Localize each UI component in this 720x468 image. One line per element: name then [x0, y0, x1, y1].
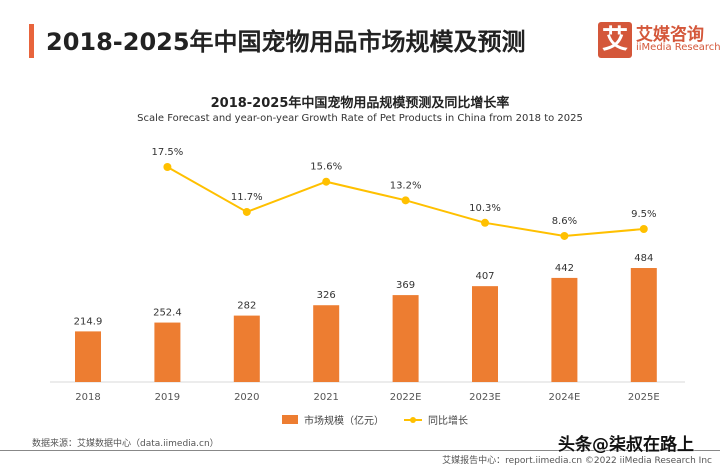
- bar-2025E: [630, 268, 657, 382]
- growth-label-2022E: 13.2%: [390, 180, 422, 191]
- growth-label-2020: 11.7%: [231, 192, 263, 203]
- logo-cn: 艾媒咨询: [636, 25, 704, 45]
- x-tick-2020: 2020: [234, 392, 259, 403]
- legend-bar-label: 市场规模（亿元）: [304, 416, 384, 427]
- title-accent-bar: [29, 24, 34, 58]
- growth-label-2019: 17.5%: [152, 147, 184, 158]
- growth-point-2023E: [481, 218, 489, 227]
- bar-2023E: [472, 286, 498, 382]
- logo-en: iiMedia Research: [636, 42, 720, 53]
- growth-point-2025E: [639, 225, 648, 233]
- bar-2020: [233, 315, 260, 382]
- growth-label-2024E: 8.6%: [552, 216, 577, 227]
- growth-point-2019: [163, 163, 172, 171]
- data-source: 数据来源：艾媒数据中心（data.iimedia.cn）: [32, 439, 219, 449]
- bar-label-2019: 252.4: [153, 308, 182, 319]
- x-tick-2022E: 2022E: [390, 392, 422, 403]
- legend-line-label: 同比增长: [428, 416, 468, 427]
- bar-label-2020: 282: [237, 301, 256, 312]
- page-title: 2018-2025年中国宠物用品市场规模及预测: [46, 28, 526, 56]
- bar-2024E: [551, 277, 578, 382]
- growth-label-2025E: 9.5%: [631, 209, 656, 220]
- footer-divider: [0, 450, 720, 451]
- bar-2022E: [392, 295, 419, 382]
- x-tick-2025E: 2025E: [628, 392, 660, 403]
- x-tick-2021: 2021: [313, 392, 338, 403]
- growth-label-2023E: 10.3%: [469, 203, 501, 214]
- growth-point-2024E: [560, 231, 569, 240]
- bar-2019: [154, 322, 181, 382]
- x-tick-2024E: 2024E: [549, 392, 581, 403]
- bar-label-2024E: 442: [555, 263, 574, 274]
- x-tick-2018: 2018: [75, 392, 100, 403]
- legend-line-swatch: [404, 416, 422, 423]
- chart-title: 2018-2025年中国宠物用品规模预测及同比增长率: [210, 96, 510, 111]
- watermark: 头条@柒叔在路上: [558, 435, 694, 455]
- x-tick-2023E: 2023E: [469, 392, 501, 403]
- legend: 市场规模（亿元） 同比增长: [282, 412, 468, 427]
- growth-point-2022E: [401, 196, 410, 205]
- bar-label-2025E: 484: [634, 253, 653, 264]
- legend-bar-swatch: [282, 415, 298, 424]
- x-tick-2019: 2019: [155, 392, 180, 403]
- growth-point-2021: [322, 177, 331, 186]
- bar-label-2022E: 369: [396, 280, 415, 291]
- bar-2018: [75, 331, 101, 382]
- bar-label-2023E: 407: [475, 271, 494, 282]
- bar-label-2018: 214.9: [74, 316, 103, 327]
- growth-point-2020: [242, 207, 251, 216]
- bar-label-2021: 326: [317, 290, 336, 301]
- bar-2021: [313, 305, 340, 382]
- iimedia-logo: 艾 艾媒咨询 iiMedia Research: [598, 20, 720, 64]
- logo-mark: 艾: [598, 22, 632, 58]
- chart-subtitle: Scale Forecast and year-on-year Growth R…: [137, 113, 583, 124]
- footer-credit: 艾媒报告中心：report.iimedia.cn ©2022 iiMedia R…: [442, 456, 712, 466]
- growth-label-2021: 15.6%: [310, 162, 342, 173]
